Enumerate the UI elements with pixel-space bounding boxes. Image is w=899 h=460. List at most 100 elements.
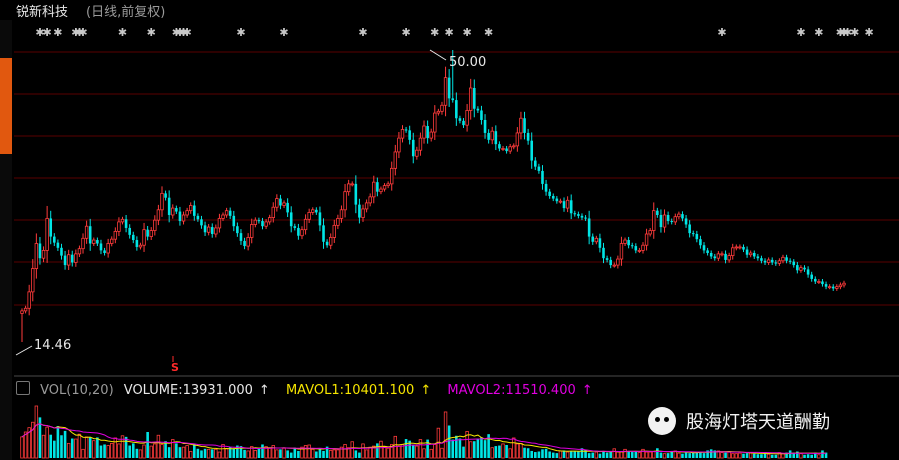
candle-body <box>788 260 792 262</box>
candle-body <box>164 193 167 198</box>
candle-body <box>131 234 135 241</box>
volume-bar <box>716 450 721 459</box>
candle-body <box>343 191 347 211</box>
volume-bar <box>480 437 483 458</box>
volume-bar <box>84 436 89 459</box>
candle-body <box>670 221 674 223</box>
volume-bar <box>630 452 634 458</box>
volume-bar <box>494 446 498 458</box>
volume-bar <box>515 443 520 459</box>
volume-bar <box>544 448 548 458</box>
candle-body <box>117 221 121 232</box>
volume-bar <box>652 451 656 459</box>
candle-body <box>210 227 214 234</box>
volume-bar <box>271 445 275 459</box>
candle-body <box>372 181 376 198</box>
volume-bar <box>99 445 103 458</box>
candle-body <box>451 98 455 101</box>
mavol2-line <box>21 423 827 454</box>
candle-body <box>688 224 691 234</box>
volume-bar <box>433 444 437 459</box>
vol-indicator-name[interactable]: VOL(10,20) <box>40 383 114 398</box>
candle-body <box>339 209 344 219</box>
candle-body <box>92 239 96 244</box>
volume-bar <box>803 454 806 458</box>
volume-bar <box>605 452 609 458</box>
event-marker: ✱ <box>43 26 52 39</box>
volume-bar <box>221 444 225 459</box>
volume-bar <box>38 417 42 458</box>
volume-bar <box>279 449 282 458</box>
candle-body <box>713 256 717 259</box>
volume-bar <box>171 439 175 459</box>
volume-bar <box>688 453 691 458</box>
volume-bar <box>232 448 236 458</box>
volume-bar <box>785 452 788 458</box>
volume-bar <box>185 445 189 459</box>
volume-bar <box>799 453 803 459</box>
volume-bar <box>709 449 713 458</box>
volume-indicator-header: VOL(10,20) VOLUME:13931.000 ↑ MAVOL1:1040… <box>16 381 605 398</box>
volume-bar <box>594 451 599 459</box>
volume-bar <box>443 411 448 459</box>
volume-bar <box>322 450 325 458</box>
volume-bar <box>74 438 78 459</box>
side-tab-accent[interactable] <box>0 58 12 154</box>
candle-body <box>558 200 563 203</box>
candle-body <box>70 254 74 263</box>
volume-bar <box>824 452 828 458</box>
volume-bar <box>662 453 667 459</box>
candle-body <box>648 230 652 235</box>
volume-bar <box>641 448 645 459</box>
event-marker: ✱ <box>172 26 181 39</box>
candle-body <box>96 240 99 244</box>
candle-body <box>745 249 749 255</box>
candle-body <box>146 229 149 237</box>
event-marker: ✱ <box>839 26 848 39</box>
candle-body <box>214 227 218 235</box>
up-arrow-icon: ↑ <box>581 383 593 398</box>
candle-body <box>84 225 89 239</box>
candle-body <box>530 140 534 161</box>
volume-bar <box>577 451 580 458</box>
chart-settings-icon[interactable] <box>16 381 30 395</box>
volume-bar <box>534 452 537 458</box>
volume-bar <box>175 443 178 458</box>
volume-bar <box>440 447 444 459</box>
candle-body <box>175 208 178 212</box>
candle-body <box>806 269 810 275</box>
candle-body <box>619 243 624 260</box>
volume-bar <box>455 435 458 458</box>
price-grid <box>14 51 899 377</box>
candle-body <box>322 225 325 242</box>
candle-body <box>455 100 458 119</box>
volume-bar <box>748 452 753 459</box>
volume-bar <box>293 447 297 458</box>
volume-bar <box>411 445 415 458</box>
volume-bar <box>103 444 106 458</box>
event-marker: ✱ <box>118 26 127 39</box>
volume-bar <box>637 452 642 459</box>
volume-bar <box>508 448 512 459</box>
volume-bar <box>239 446 243 458</box>
candle-body <box>422 125 426 139</box>
candle-body <box>167 197 171 215</box>
event-marker: ✱ <box>236 26 245 39</box>
volume-bar <box>555 453 559 458</box>
volume-bar <box>315 451 318 458</box>
volume-bar <box>318 449 322 458</box>
candle-body <box>282 202 286 206</box>
volume-bar <box>267 447 272 459</box>
volume-bar <box>677 452 681 459</box>
stock-name[interactable]: 锐新科技 <box>16 5 69 20</box>
volume-bar <box>548 451 551 458</box>
candle-body <box>358 204 361 218</box>
candle-body <box>569 200 573 214</box>
candle-body <box>756 256 760 259</box>
candle-body <box>699 239 702 246</box>
mavol2-value-text: MAVOL2:11510.400 <box>447 383 576 398</box>
volume-bars <box>20 405 828 459</box>
candle-body <box>311 209 315 213</box>
volume-bar <box>31 421 35 459</box>
